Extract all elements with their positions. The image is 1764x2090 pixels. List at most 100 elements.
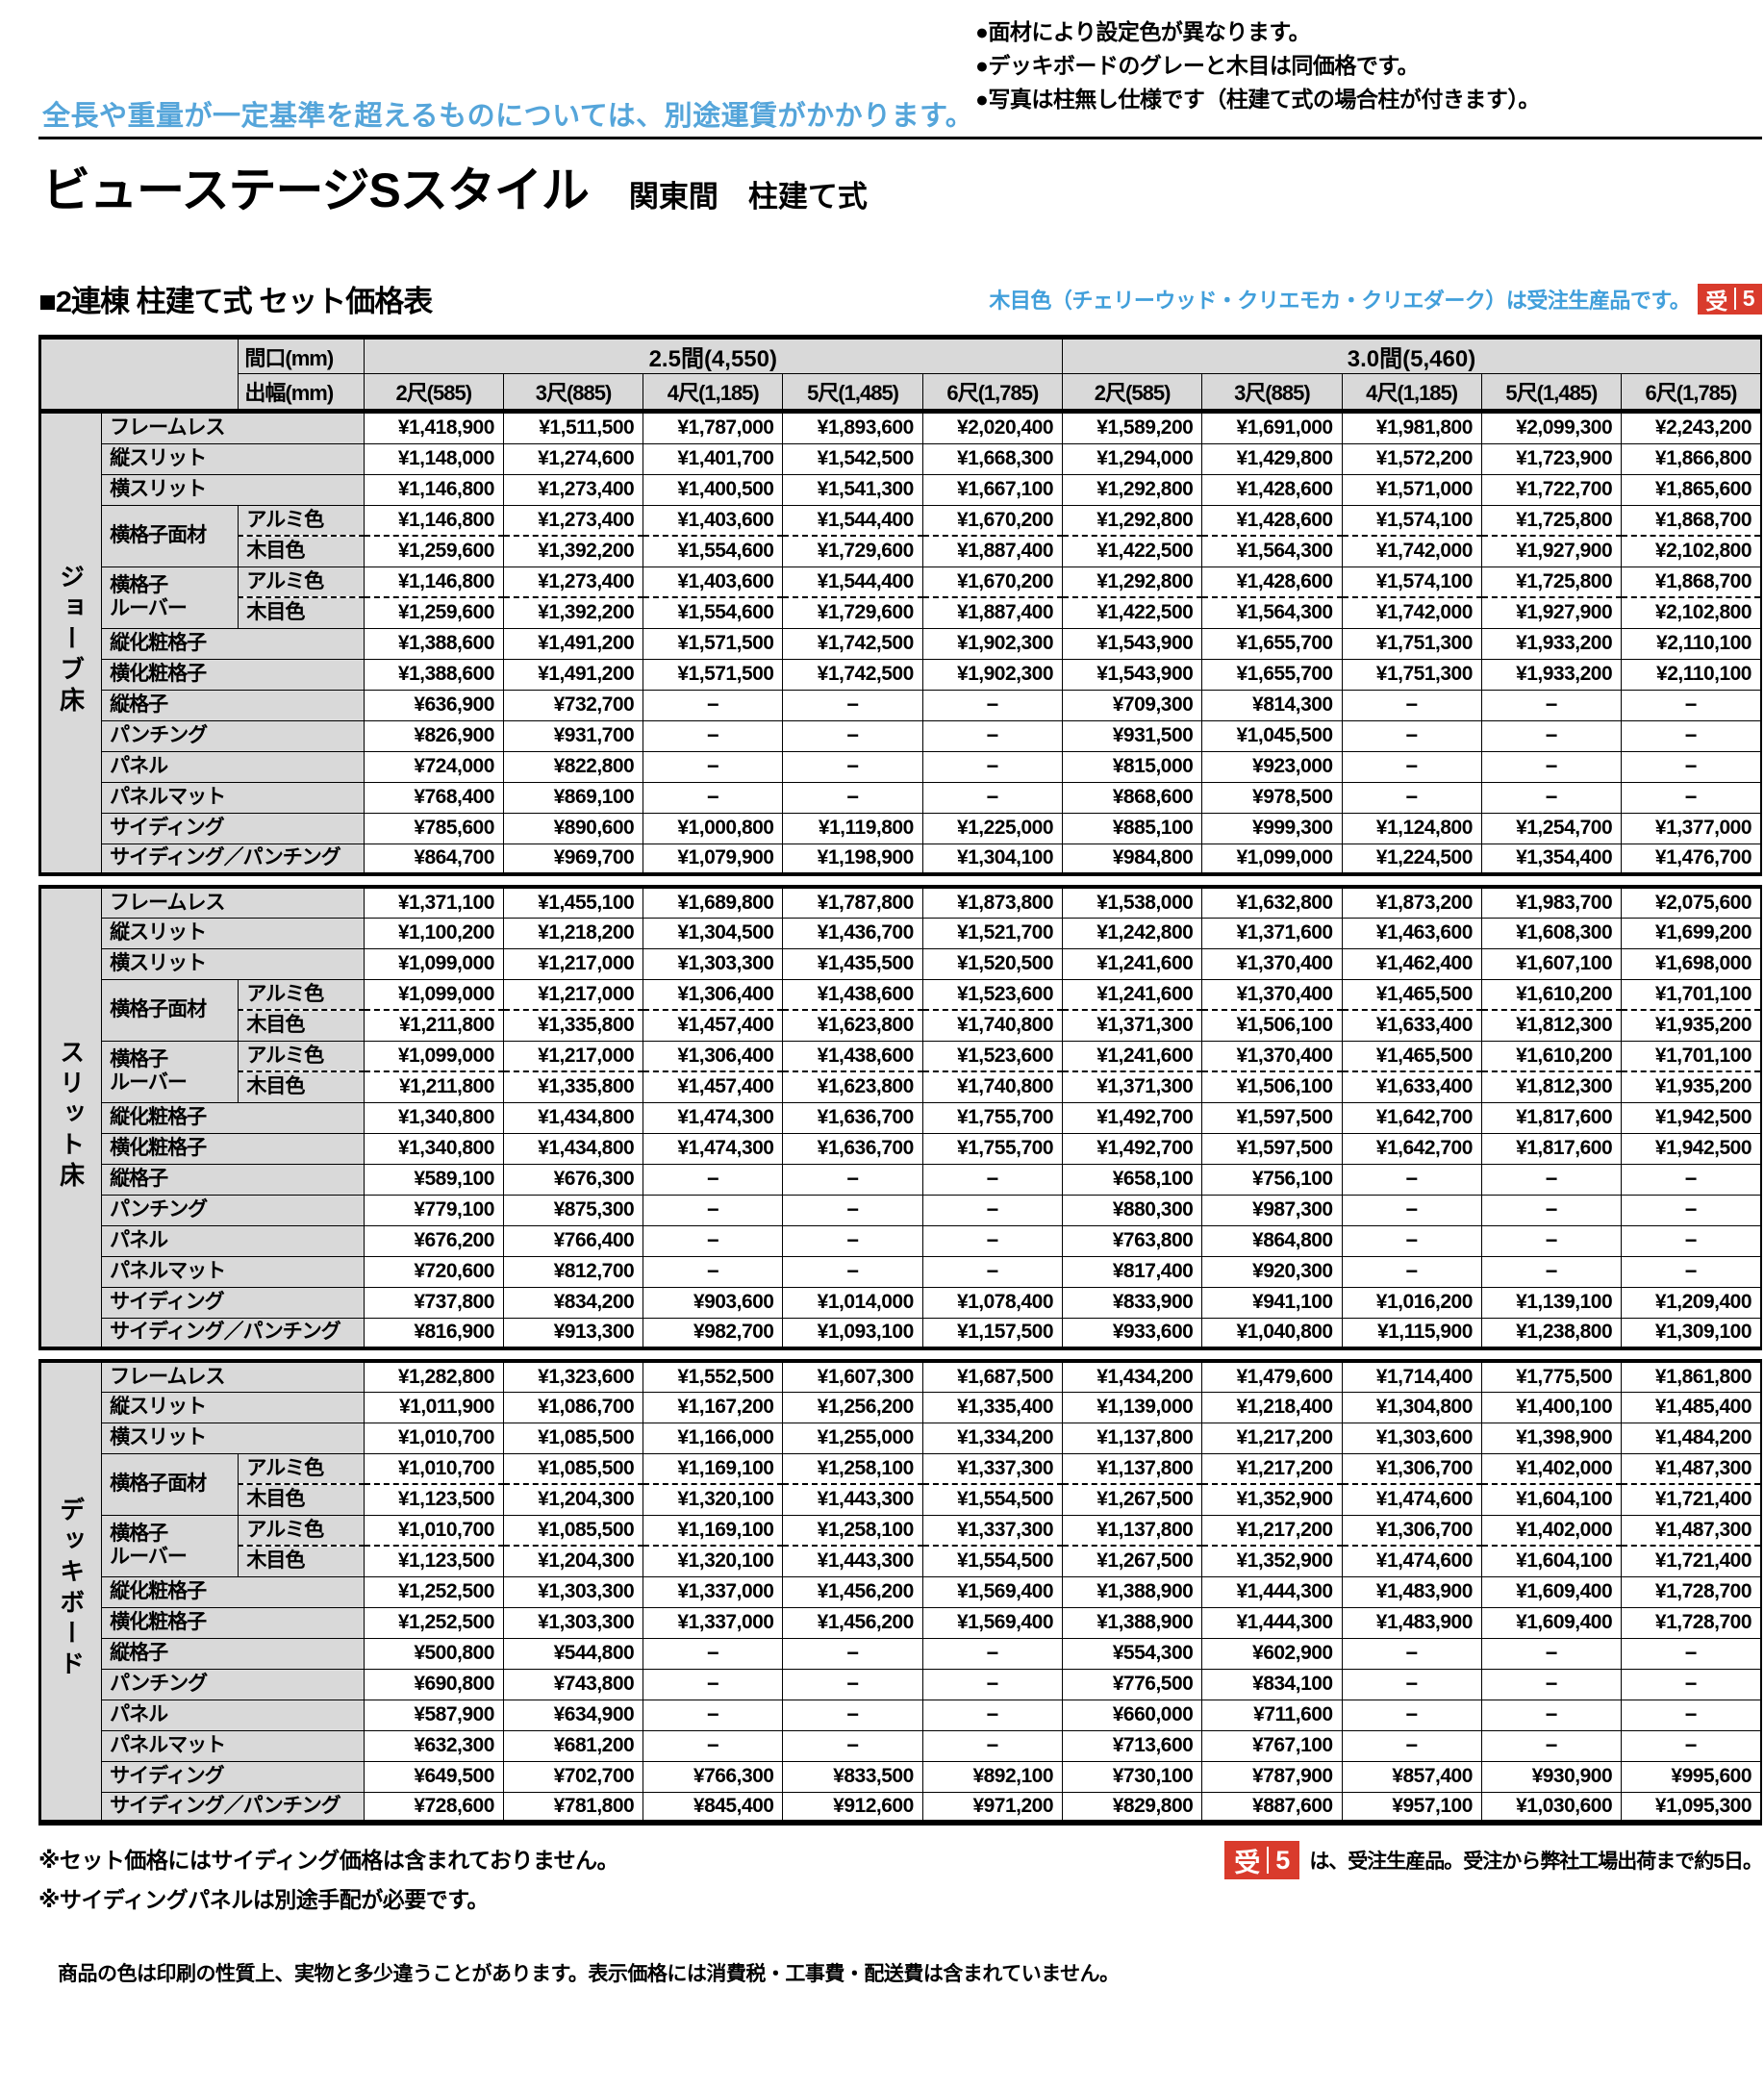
page-subtitle: 関東間 柱建て式 [628, 180, 868, 214]
price-cell: ¥1,542,500 [782, 442, 923, 475]
price-cell: ¥864,800 [1201, 1224, 1343, 1257]
no-price-cell: − [782, 1255, 923, 1288]
no-price-cell: − [1341, 1729, 1482, 1762]
table-row: サイディング／パンチング ¥816,900 ¥913,300 ¥982,700 ¥1,0… [40, 1317, 1762, 1349]
section-header: ■2連棟 柱建て式 セット価格表 木目色（チェリーウッド・クリエモカ・クリエダー… [38, 277, 1762, 320]
row-label-cell: フレームレス [101, 412, 365, 444]
row-label-cell: 横格子 ルーバー [101, 1040, 239, 1103]
price-cell: ¥1,217,200 [1201, 1514, 1343, 1547]
price-cell: ¥1,217,000 [502, 978, 644, 1011]
price-cell: ¥763,800 [1062, 1224, 1203, 1257]
row-label-cell: サイディング [101, 1286, 365, 1319]
price-cell: ¥1,817,600 [1480, 1101, 1623, 1134]
price-cell: ¥1,392,200 [502, 596, 644, 629]
row-label-cell: 縦化粧格子 [101, 1101, 365, 1134]
no-price-cell: − [1341, 1163, 1482, 1196]
no-price-cell: − [782, 1163, 923, 1196]
price-cell: ¥1,935,200 [1621, 1009, 1762, 1042]
price-cell: ¥1,787,000 [643, 412, 784, 444]
no-price-cell: − [1480, 719, 1623, 752]
header-depth-cell: 4尺(1,185) [1341, 373, 1482, 411]
price-cell: ¥1,868,700 [1621, 504, 1762, 537]
price-cell: ¥1,474,300 [643, 1132, 784, 1165]
price-cell: ¥1,323,600 [502, 1360, 644, 1393]
price-table: 間口(mm) 2.5間(4,550) 3.0間(5,460) 出幅(mm) 2尺(585… [38, 335, 1762, 1826]
price-cell: ¥1,274,600 [502, 442, 644, 475]
table-row: 横化粧格子 ¥1,388,600 ¥1,491,200 ¥1,571,500 ¥1,74… [40, 658, 1762, 691]
price-cell: ¥1,607,300 [782, 1360, 923, 1393]
price-cell: ¥1,392,200 [502, 535, 644, 567]
price-cell: ¥1,241,600 [1062, 978, 1203, 1011]
price-cell: ¥864,700 [363, 843, 504, 875]
price-cell: ¥1,483,900 [1341, 1606, 1482, 1639]
footnotes-left: ※セット価格にはサイディング価格は含まれておりません。 ※サイディングパネルは別… [38, 1841, 619, 1920]
sub-label-cell: アルミ色 [238, 504, 365, 537]
no-price-cell: − [1341, 719, 1482, 752]
price-cell: ¥1,428,600 [1201, 566, 1343, 598]
price-cell: ¥1,436,700 [782, 917, 923, 949]
price-cell: ¥812,700 [502, 1255, 644, 1288]
price-cell: ¥892,100 [921, 1760, 1064, 1793]
table-row: デッキボード フレームレス ¥1,282,800 ¥1,323,600 ¥1,552,5… [38, 1360, 1762, 1824]
price-cell: ¥1,403,600 [643, 566, 784, 598]
price-cell: ¥1,100,200 [363, 917, 504, 949]
price-cell: ¥1,303,300 [502, 1606, 644, 1639]
no-price-cell: − [1621, 1699, 1762, 1731]
price-cell: ¥660,000 [1062, 1699, 1203, 1731]
header-depth-cell: 2尺(585) [363, 373, 504, 411]
price-cell: ¥868,600 [1062, 781, 1203, 814]
no-price-cell: − [782, 1194, 923, 1226]
table-row: 縦化粧格子 ¥1,388,600 ¥1,491,200 ¥1,571,500 ¥1,74… [40, 627, 1762, 660]
price-cell: ¥1,983,700 [1480, 886, 1623, 919]
no-price-cell: − [1341, 781, 1482, 814]
price-cell: ¥1,554,600 [643, 596, 784, 629]
table-row: パンチング ¥779,100 ¥875,300− − − ¥880,300 ¥987,300… [40, 1194, 1762, 1226]
price-cell: ¥982,700 [643, 1317, 784, 1349]
price-cell: ¥885,100 [1062, 812, 1203, 844]
price-cell: ¥1,211,800 [363, 1070, 504, 1103]
no-price-cell: − [643, 781, 784, 814]
price-cell: ¥2,075,600 [1621, 886, 1762, 919]
no-price-cell: − [1341, 1194, 1482, 1226]
price-cell: ¥1,119,800 [782, 812, 923, 844]
price-cell: ¥1,335,800 [502, 1070, 644, 1103]
price-cell: ¥1,337,000 [643, 1575, 784, 1608]
price-cell: ¥1,866,800 [1621, 442, 1762, 475]
price-cell: ¥1,728,700 [1621, 1606, 1762, 1639]
price-cell: ¥1,267,500 [1062, 1545, 1203, 1577]
main-content: 間口(mm) 2.5間(4,550) 3.0間(5,460) 出幅(mm) 2尺(585… [38, 335, 1763, 1987]
price-cell: ¥1,016,200 [1341, 1286, 1482, 1319]
price-cell: ¥1,418,900 [363, 412, 504, 444]
price-cell: ¥1,544,400 [782, 504, 923, 537]
price-cell: ¥720,600 [363, 1255, 504, 1288]
no-price-cell: − [1341, 1637, 1482, 1670]
no-price-cell: − [1621, 1729, 1762, 1762]
price-cell: ¥1,787,800 [782, 886, 923, 919]
footnote-line: ※サイディングパネルは別途手配が必要です。 [38, 1887, 489, 1912]
price-cell: ¥931,700 [502, 719, 644, 752]
price-cell: ¥1,238,800 [1480, 1317, 1623, 1349]
price-cell: ¥920,300 [1201, 1255, 1343, 1288]
price-cell: ¥978,500 [1201, 781, 1343, 814]
price-cell: ¥1,258,100 [782, 1452, 923, 1485]
price-cell: ¥1,320,100 [643, 1545, 784, 1577]
price-cell: ¥1,887,400 [921, 535, 1064, 567]
price-cell: ¥732,700 [502, 689, 644, 721]
price-cell: ¥1,861,800 [1621, 1360, 1762, 1393]
price-cell: ¥1,935,200 [1621, 1070, 1762, 1103]
price-cell: ¥987,300 [1201, 1194, 1343, 1226]
price-cell: ¥1,304,500 [643, 917, 784, 949]
sub-label-cell: 木目色 [238, 1545, 365, 1577]
sub-label-cell: アルミ色 [238, 1040, 365, 1072]
price-cell: ¥829,800 [1062, 1791, 1203, 1824]
price-cell: ¥1,465,500 [1341, 978, 1482, 1011]
no-price-cell: − [643, 1729, 784, 1762]
price-cell: ¥1,655,700 [1201, 658, 1343, 691]
price-cell: ¥971,200 [921, 1791, 1064, 1824]
price-cell: ¥857,400 [1341, 1760, 1482, 1793]
table-row: パンチング ¥826,900 ¥931,700− − − ¥931,500 ¥1,045,5… [40, 719, 1762, 752]
price-cell: ¥1,371,300 [1062, 1070, 1203, 1103]
price-cell: ¥1,337,000 [643, 1606, 784, 1639]
price-cell: ¥1,242,800 [1062, 917, 1203, 949]
table-row: パネル ¥724,000 ¥822,800− − − ¥815,000 ¥923,000− −… [40, 750, 1762, 783]
